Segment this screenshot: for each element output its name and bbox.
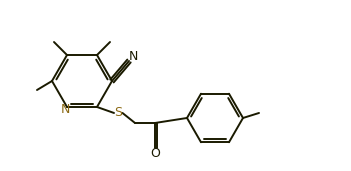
Text: N: N [128, 50, 138, 63]
Text: O: O [150, 147, 160, 160]
Text: S: S [114, 107, 122, 120]
Text: N: N [60, 103, 70, 116]
